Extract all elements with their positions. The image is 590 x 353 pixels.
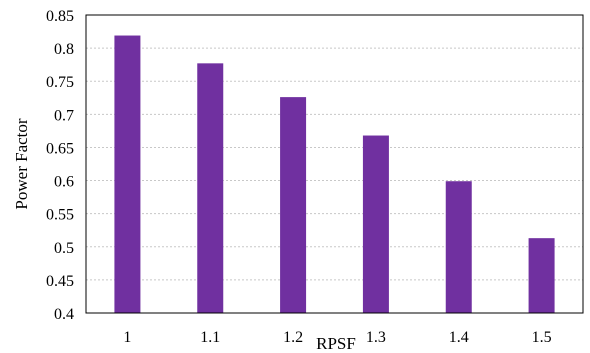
y-tick-label: 0.5 [54,240,74,257]
bar-1-5 [528,238,555,313]
x-tick-label: 1.5 [532,329,552,346]
y-tick-label: 0.65 [46,140,74,157]
y-axis-title: Power Factor [12,118,31,209]
bar-1-2 [280,97,307,313]
y-tick-label: 0.4 [54,306,74,323]
y-tick-label: 0.55 [46,207,74,224]
bar-1-4 [445,181,472,313]
gridlines [86,47,583,281]
y-tick-label: 0.7 [54,107,74,124]
x-tick-label: 1.2 [283,329,303,346]
y-axis-tick-labels: 0.4 0.45 0.5 0.55 0.6 0.65 0.7 0.75 0.8 0.85 [46,8,74,323]
x-tick-label: 1.3 [366,329,386,346]
plot-area-frame [85,14,584,314]
bar-1-1 [197,63,224,313]
bar-1 [114,35,141,313]
bars [114,35,555,313]
y-tick-label: 0.45 [46,273,74,290]
y-tick-label: 0.6 [54,174,74,191]
y-tick-label: 0.85 [46,8,74,25]
x-axis-tick-labels: 1 1.1 1.2 1.3 1.4 1.5 [123,329,551,346]
y-tick-label: 0.75 [46,74,74,91]
x-tick-label: 1 [123,329,131,346]
y-tick-label: 0.8 [54,41,74,58]
x-tick-label: 1.1 [200,329,220,346]
x-axis-title: RPSF [316,334,356,353]
bar-1-3 [362,135,389,313]
x-tick-label: 1.4 [449,329,469,346]
